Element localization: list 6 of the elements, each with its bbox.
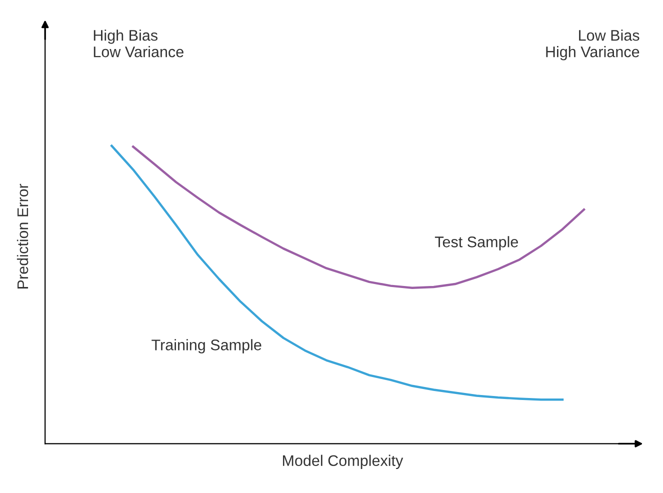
x-axis-title: Model Complexity xyxy=(282,454,404,470)
y-axis-title: Prediction Error xyxy=(16,184,28,288)
text: High Bias Low Variance xyxy=(94,30,184,58)
series-label: Training Sample xyxy=(152,339,262,354)
series-label: Test Sample xyxy=(434,236,518,250)
text: Low Bias High Variance xyxy=(546,30,640,60)
